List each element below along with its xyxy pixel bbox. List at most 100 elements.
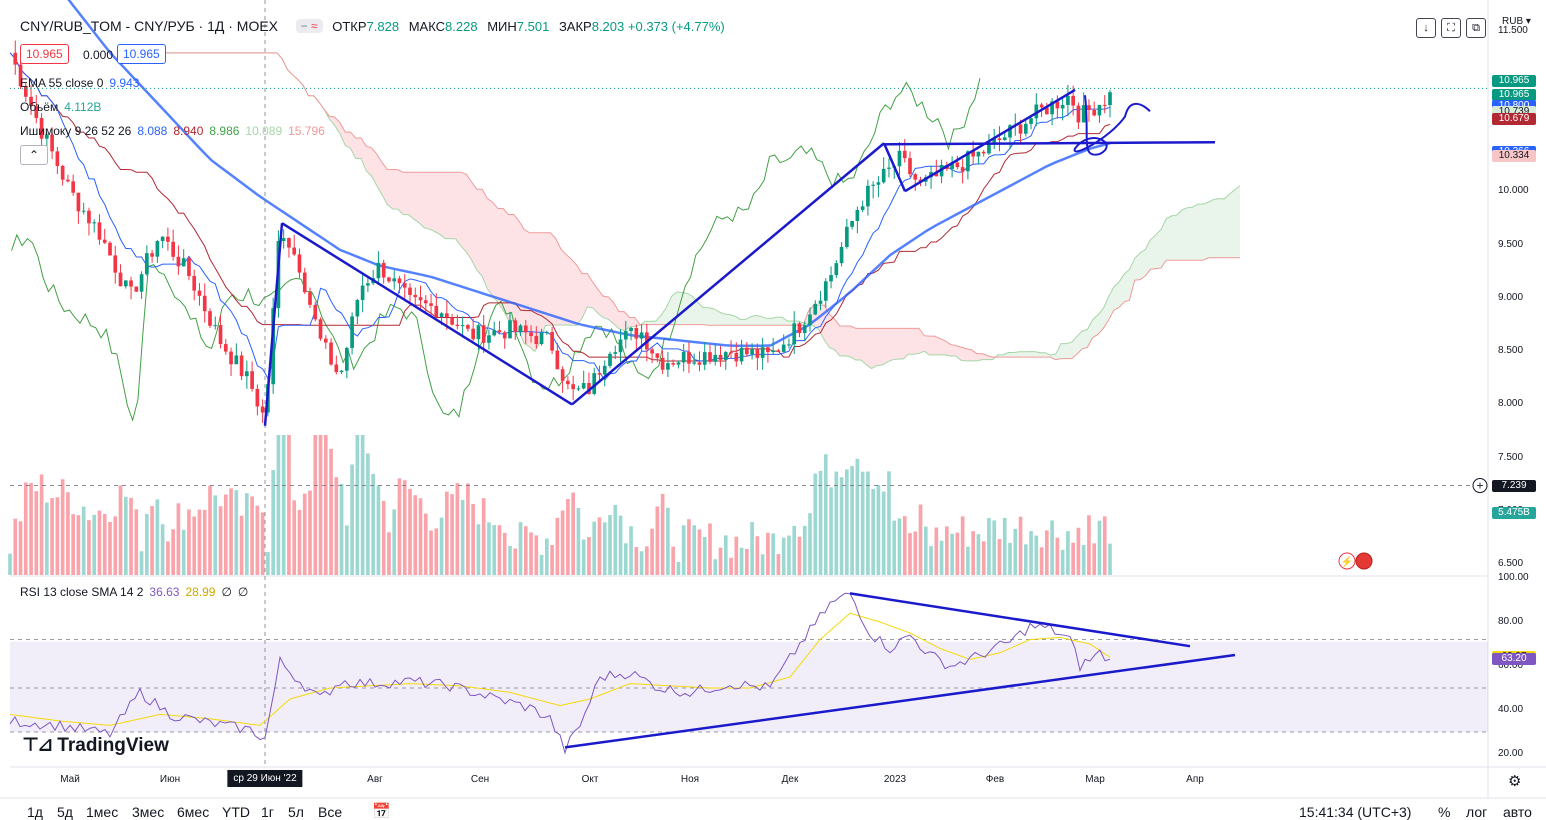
- candle-body: [34, 106, 39, 118]
- volume-bar: [392, 509, 397, 575]
- candle-body: [797, 323, 802, 334]
- collapse-legend-button[interactable]: ⌃: [20, 145, 48, 165]
- settings-gear-icon[interactable]: ⚙: [1508, 773, 1522, 790]
- candle-body: [713, 354, 718, 362]
- volume-bar: [213, 495, 218, 575]
- candle-body: [592, 373, 597, 394]
- candle-body: [913, 174, 918, 180]
- candle-body: [208, 311, 212, 326]
- volume-bar: [171, 529, 175, 575]
- volume-bar: [102, 513, 107, 575]
- volume-bar: [329, 448, 333, 575]
- range-1m[interactable]: 1мес: [86, 804, 119, 820]
- volume-bar: [1087, 515, 1091, 575]
- candle-body: [566, 380, 570, 385]
- candle-body: [334, 364, 339, 373]
- candle-body: [708, 352, 712, 362]
- price-axis-tick: 8.000: [1498, 398, 1524, 410]
- candle-body: [755, 349, 760, 358]
- volume-bar: [555, 517, 560, 575]
- candle-body: [655, 353, 660, 358]
- volume-bar: [71, 514, 75, 575]
- candle-body: [571, 384, 575, 390]
- range-1d[interactable]: 1д: [27, 804, 43, 820]
- volume-bar: [897, 518, 902, 575]
- candle-body: [660, 357, 665, 370]
- candle-body: [66, 179, 70, 182]
- range-6m[interactable]: 6мес: [177, 804, 210, 820]
- volume-bar: [845, 469, 849, 575]
- volume-bar: [860, 471, 865, 575]
- volume-bar: [645, 546, 649, 575]
- candle-body: [897, 150, 902, 167]
- volume-bar: [545, 538, 549, 575]
- volume-bar: [55, 497, 60, 575]
- range-all[interactable]: Все: [318, 804, 343, 820]
- candle-body: [718, 354, 723, 360]
- time-axis-tick: Апр: [1186, 774, 1204, 785]
- volume-bar: [666, 507, 670, 575]
- candle-body: [1102, 104, 1107, 106]
- candle-body: [981, 151, 986, 154]
- rsi-legend[interactable]: RSI 13 close SMA 14 2 36.63 28.99 ∅ ∅: [20, 585, 248, 599]
- volume-bar: [966, 546, 970, 575]
- volume-bar: [381, 500, 386, 575]
- freehand-annotation: [1073, 95, 1151, 156]
- volume-bar: [60, 479, 65, 575]
- candle-body: [255, 388, 260, 407]
- candle-body: [887, 167, 891, 169]
- price-axis-tick: 9.500: [1498, 238, 1524, 250]
- candle-body: [387, 277, 391, 282]
- volume-bar: [692, 525, 697, 575]
- candle-body: [308, 292, 312, 305]
- clock-time[interactable]: 15:41:34 (UTC+3): [1299, 804, 1412, 820]
- ema-legend[interactable]: EMA 55 close 0 9.943: [20, 76, 139, 90]
- volume-bar: [471, 503, 475, 575]
- candle-body: [850, 220, 854, 227]
- legend-toggle[interactable]: − ≈: [295, 19, 323, 33]
- range-1y[interactable]: 1г: [261, 804, 274, 820]
- percent-toggle[interactable]: %: [1438, 804, 1451, 820]
- volume-legend[interactable]: Объём 4.112B: [20, 100, 101, 114]
- price-axis-tick: 6.500: [1498, 558, 1524, 570]
- arrow-down-icon[interactable]: ↓: [1416, 18, 1436, 38]
- auto-toggle[interactable]: авто: [1503, 804, 1532, 820]
- range-5d[interactable]: 5д: [57, 804, 73, 820]
- candle-body: [408, 287, 412, 295]
- volume-bar: [681, 525, 686, 575]
- sell-price-box[interactable]: 10.965: [20, 44, 69, 64]
- candle-body: [471, 328, 475, 340]
- volume-bar: [123, 496, 128, 575]
- time-axis-tick: Авг: [367, 774, 383, 785]
- range-5y[interactable]: 5л: [288, 804, 304, 820]
- candle-body: [976, 151, 981, 157]
- symbol-title[interactable]: CNY/RUB_TOM - CNY/РУБ · 1Д · MOEX: [20, 18, 279, 34]
- volume-bar: [902, 516, 907, 575]
- currency-selector[interactable]: RUB ▾: [1502, 16, 1531, 27]
- rsi-band: [10, 641, 1488, 732]
- ichimoku-legend[interactable]: Ишимоку 9 26 52 26 8.088 8.940 8.986 10.089 1…: [20, 124, 325, 138]
- volume-bar: [918, 504, 923, 575]
- candle-body: [92, 222, 97, 224]
- volume-bar: [276, 435, 281, 575]
- volume-bar: [208, 485, 212, 575]
- log-toggle[interactable]: лог: [1466, 804, 1488, 820]
- ichimoku-base: 8.940: [173, 124, 204, 138]
- candle-body: [339, 370, 344, 373]
- volume-bar: [939, 540, 944, 575]
- volume-bar: [529, 532, 533, 575]
- volume-bar: [323, 435, 328, 575]
- fullscreen-icon[interactable]: ⛶: [1441, 18, 1461, 38]
- volume-bar: [708, 523, 712, 575]
- range-3m[interactable]: 3мес: [132, 804, 165, 820]
- crosshair-date-label: ср 29 Июн '22: [227, 770, 303, 787]
- volume-bar: [281, 435, 286, 575]
- range-ytd[interactable]: YTD: [222, 804, 250, 820]
- buy-price-box[interactable]: 10.965: [117, 44, 166, 64]
- volume-bar: [118, 485, 123, 575]
- candle-body: [455, 324, 460, 326]
- candle-body: [960, 167, 965, 172]
- calendar-icon[interactable]: 📅: [372, 803, 391, 820]
- snapshot-icon[interactable]: ⧉: [1466, 18, 1486, 38]
